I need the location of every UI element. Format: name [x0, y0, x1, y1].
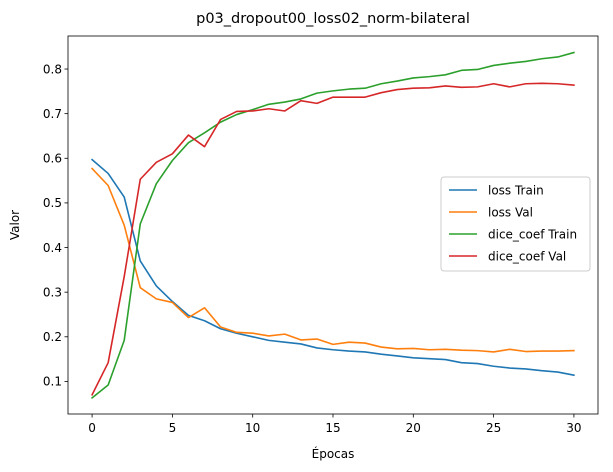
legend: loss Train loss Val dice_coef Train dice_co… [440, 176, 591, 272]
legend-label: loss Train [488, 183, 544, 197]
legend-label: dice_coef Val [488, 249, 566, 263]
x-axis-label: Épocas [312, 446, 355, 461]
x-tick-label: 10 [245, 421, 260, 435]
legend-box [440, 176, 591, 272]
y-tick-label: 0.3 [43, 285, 62, 299]
x-tick-label: 0 [88, 421, 96, 435]
y-tick-label: 0.7 [43, 107, 62, 121]
plot-area: 0 5 10 15 20 25 30 0.1 0.2 0.3 0.4 0.5 0.6 0.7 0.8 [43, 35, 599, 435]
x-tick-label: 5 [169, 421, 177, 435]
x-tick-label: 20 [406, 421, 421, 435]
y-tick-label: 0.2 [43, 330, 62, 344]
series-line-dice-coef-val [91, 82, 575, 396]
series-line-loss-train [90, 158, 575, 377]
series-line-dice-coef-train [90, 51, 575, 400]
y-tick-label: 0.8 [43, 62, 62, 76]
y-axis-label: Valor [8, 210, 22, 240]
legend-entries: loss Train loss Val dice_coef Train dice_co… [449, 183, 577, 263]
y-tick-label: 0.1 [43, 375, 62, 389]
x-tick-label: 25 [486, 421, 501, 435]
x-axis: 0 5 10 15 20 25 30 [88, 414, 582, 435]
y-tick-label: 0.5 [43, 196, 62, 210]
y-axis: 0.1 0.2 0.3 0.4 0.5 0.6 0.7 0.8 [43, 62, 68, 389]
series-line-loss-val [90, 167, 575, 353]
x-tick-label: 15 [325, 421, 340, 435]
x-tick-label: 30 [566, 421, 581, 435]
legend-label: dice_coef Train [488, 227, 577, 241]
legend-label: loss Val [488, 205, 533, 219]
y-tick-label: 0.4 [43, 241, 62, 255]
series-lines [90, 51, 575, 400]
y-tick-label: 0.6 [43, 152, 62, 166]
chart-title: p03_dropout00_loss02_norm-bilateral [196, 11, 470, 27]
